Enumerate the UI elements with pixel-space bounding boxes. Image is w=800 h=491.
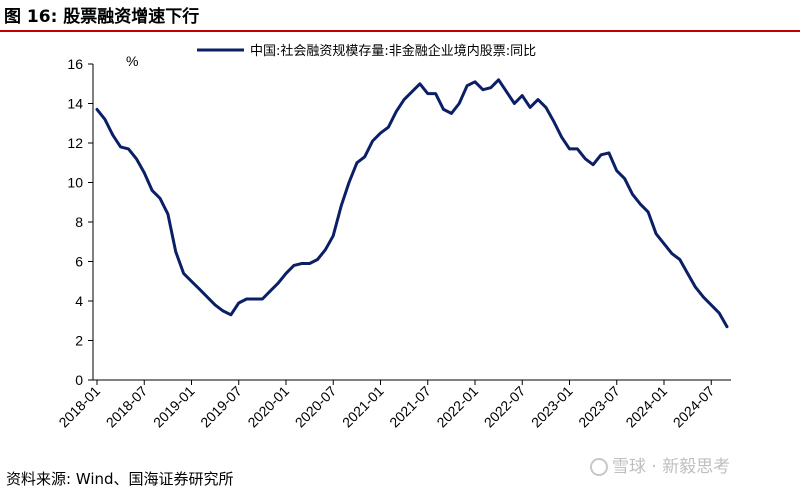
y-tick-label: 6: [75, 254, 83, 270]
title-divider: [0, 30, 800, 32]
x-tick-label: 2018-01: [55, 383, 103, 431]
x-tick-label: 2020-01: [244, 383, 292, 431]
y-tick-label: 4: [75, 293, 83, 309]
watermark-text: 雪球 · 新毅思考: [612, 457, 731, 477]
y-axis-unit-label: %: [126, 53, 138, 69]
x-tick-label: 2022-01: [433, 383, 481, 431]
legend-label: 中国:社会融资规模存量:非金融企业境内股票:同比: [250, 43, 536, 59]
x-tick-label: 2021-01: [339, 383, 387, 431]
x-tick-label: 2024-07: [670, 383, 718, 431]
y-axis: 0 2 4 6 8 10 12 14 16: [67, 56, 94, 388]
legend: 中国:社会融资规模存量:非金融企业境内股票:同比: [197, 43, 536, 59]
source-note: 资料来源: Wind、国海证券研究所: [6, 470, 234, 488]
x-tick-label: 2019-01: [150, 383, 198, 431]
x-tick-label: 2021-07: [386, 383, 434, 431]
x-tick-label: 2018-07: [103, 383, 151, 431]
y-tick-label: 10: [67, 175, 83, 191]
x-tick-label: 2022-07: [481, 383, 529, 431]
x-tick-label: 2019-07: [197, 383, 245, 431]
y-tick-label: 16: [67, 56, 83, 72]
series-layer: [95, 78, 729, 329]
x-tick-label: 2023-01: [528, 383, 576, 431]
x-tick-label: 2024-01: [622, 383, 670, 431]
x-axis: 2018-01 2018-07 2019-01 2019-07 2020-01 2020-…: [55, 379, 731, 431]
y-tick-label: 0: [75, 372, 83, 388]
x-tick-label: 2020-07: [292, 383, 340, 431]
y-tick-label: 8: [75, 214, 83, 230]
watermark: 雪球 · 新毅思考: [590, 452, 730, 477]
series-line: [95, 78, 729, 329]
figure-title: 图 16: 股票融资增速下行: [4, 7, 200, 27]
y-tick-label: 14: [67, 96, 83, 112]
y-tick-label: 12: [67, 135, 83, 151]
x-tick-label: 2023-07: [575, 383, 623, 431]
snowball-logo-icon: [590, 458, 608, 476]
y-tick-label: 2: [75, 333, 83, 349]
